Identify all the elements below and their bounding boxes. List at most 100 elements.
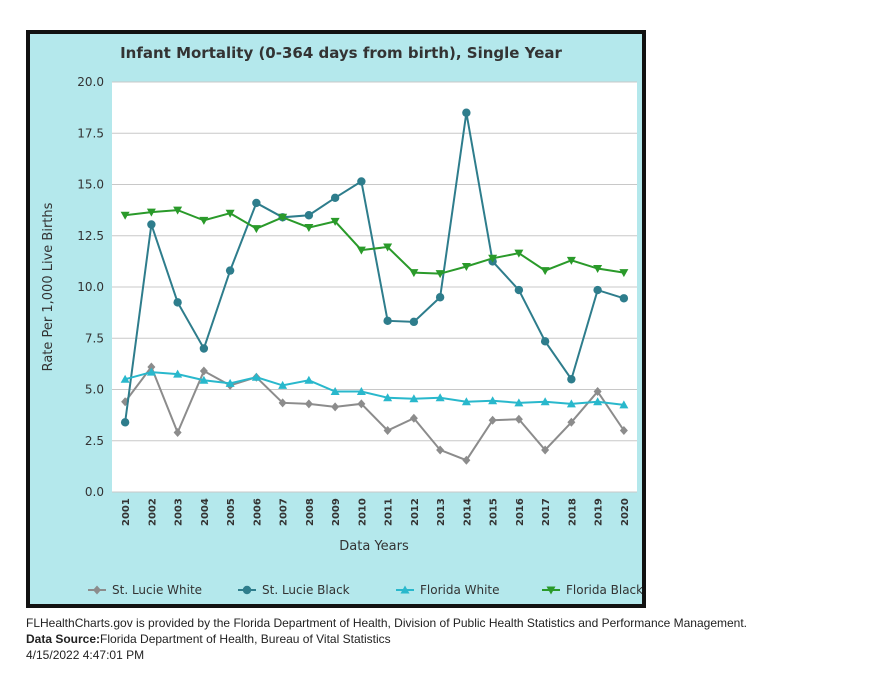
data-point: [593, 285, 602, 295]
data-point: [540, 337, 550, 346]
chart-frame: Infant Mortality (0-364 days from birth)…: [26, 30, 646, 608]
data-point: [146, 367, 156, 376]
data-point: [147, 220, 156, 229]
data-point: [278, 213, 288, 222]
data-point: [173, 298, 182, 307]
y-tick-label: 20.0: [77, 75, 104, 89]
data-point: [278, 398, 287, 408]
data-point: [593, 397, 603, 406]
data-point: [225, 378, 235, 387]
x-tick-label: 2007: [279, 498, 290, 526]
x-tick-label: 2001: [121, 498, 132, 526]
x-tick-label: 2011: [384, 498, 395, 526]
data-point: [356, 246, 366, 255]
data-point: [330, 387, 340, 396]
x-tick-label: 2002: [147, 498, 158, 526]
data-point: [304, 399, 313, 409]
data-point: [462, 455, 471, 465]
gridlines: [112, 81, 637, 493]
series-group: [120, 108, 629, 465]
y-tick-label: 12.5: [77, 229, 104, 243]
data-point: [566, 256, 576, 265]
data-point: [409, 394, 419, 403]
x-tick-label: 2003: [174, 498, 185, 526]
x-axis-ticks: 2001 2002 2003 2004 2005 2006 2007 2008 2009 2010…: [121, 498, 631, 526]
x-axis-label: Data Years: [339, 539, 409, 554]
y-axis-label: Rate Per 1,000 Live Births: [41, 202, 56, 371]
data-point: [461, 263, 471, 271]
footer-source-label: Data Source:: [26, 632, 101, 646]
data-point: [173, 206, 183, 215]
data-point: [330, 217, 340, 226]
legend-marker: [546, 586, 556, 595]
footer-source-text: Florida Department of Health, Bureau of …: [100, 632, 391, 646]
data-point: [120, 211, 130, 220]
footer-timestamp: 4/15/2022 4:47:01 PM: [26, 648, 145, 662]
data-point: [199, 216, 209, 225]
legend-item: St. Lucie White: [88, 583, 202, 597]
series-2: [120, 367, 629, 409]
y-tick-label: 5.0: [85, 383, 104, 397]
y-tick-label: 10.0: [77, 280, 104, 294]
data-point: [619, 400, 629, 409]
x-tick-label: 2015: [489, 498, 500, 526]
data-point: [593, 387, 602, 397]
x-tick-label: 2009: [331, 498, 342, 526]
data-point: [356, 387, 366, 396]
series-line: [125, 209, 625, 275]
data-point: [147, 362, 156, 372]
data-point: [435, 270, 445, 279]
data-point: [252, 198, 261, 208]
data-point: [146, 208, 156, 217]
series-line: [124, 371, 624, 406]
series-line: [124, 364, 625, 462]
legend-label: Florida Black: [566, 583, 642, 597]
data-point: [199, 344, 209, 353]
x-tick-label: 2017: [541, 498, 552, 526]
data-point: [409, 317, 419, 327]
x-tick-label: 2012: [410, 498, 421, 526]
data-point: [409, 413, 418, 423]
data-point: [120, 418, 130, 427]
x-tick-label: 2010: [357, 498, 368, 526]
x-tick-label: 2006: [252, 498, 263, 526]
data-point: [488, 415, 497, 425]
data-point: [383, 316, 392, 326]
data-point: [514, 414, 523, 424]
data-point: [541, 445, 550, 455]
data-point: [304, 224, 314, 233]
chart-svg: Infant Mortality (0-364 days from birth)…: [41, 44, 642, 597]
data-point: [357, 177, 366, 186]
legend-item: St. Lucie Black: [238, 583, 350, 597]
data-point: [514, 285, 524, 295]
legend-marker: [93, 585, 101, 595]
data-point: [567, 417, 576, 427]
chart-title: Infant Mortality (0-364 days from birth)…: [120, 44, 562, 62]
data-point: [488, 396, 498, 405]
legend-marker: [400, 585, 410, 594]
data-point: [331, 402, 340, 412]
legend: St. Lucie White St. Lucie Black Florida Wh…: [88, 583, 642, 597]
data-point: [619, 269, 629, 278]
data-point: [383, 426, 392, 435]
data-point: [304, 375, 314, 384]
data-point: [278, 380, 288, 389]
legend-label: St. Lucie White: [112, 583, 202, 597]
data-point: [225, 266, 235, 275]
x-tick-label: 2004: [200, 498, 211, 526]
y-tick-label: 2.5: [85, 434, 104, 448]
y-tick-label: 7.5: [85, 331, 104, 345]
series-1: [120, 108, 629, 427]
x-tick-label: 2008: [305, 498, 316, 526]
x-tick-label: 2019: [594, 498, 605, 526]
legend-marker: [242, 585, 252, 595]
legend-item: Florida White: [396, 583, 500, 597]
y-tick-label: 15.0: [77, 178, 104, 192]
data-point: [514, 398, 524, 407]
data-point: [566, 399, 576, 408]
data-point: [383, 243, 393, 252]
y-tick-label: 0.0: [85, 485, 104, 499]
data-point: [540, 397, 550, 406]
data-point: [199, 366, 208, 376]
y-tick-label: 17.5: [77, 126, 104, 140]
